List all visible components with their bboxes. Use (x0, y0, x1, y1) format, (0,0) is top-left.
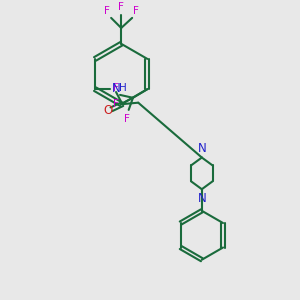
Text: N: N (197, 191, 206, 205)
Text: F: F (133, 6, 139, 16)
Text: N: N (111, 82, 120, 94)
Text: O: O (103, 104, 112, 117)
Text: F: F (104, 6, 110, 16)
Text: F: F (118, 2, 124, 12)
Text: F: F (113, 82, 119, 93)
Text: F: F (124, 114, 130, 124)
Text: N: N (197, 142, 206, 155)
Text: F: F (113, 99, 119, 109)
Text: H: H (119, 83, 127, 93)
